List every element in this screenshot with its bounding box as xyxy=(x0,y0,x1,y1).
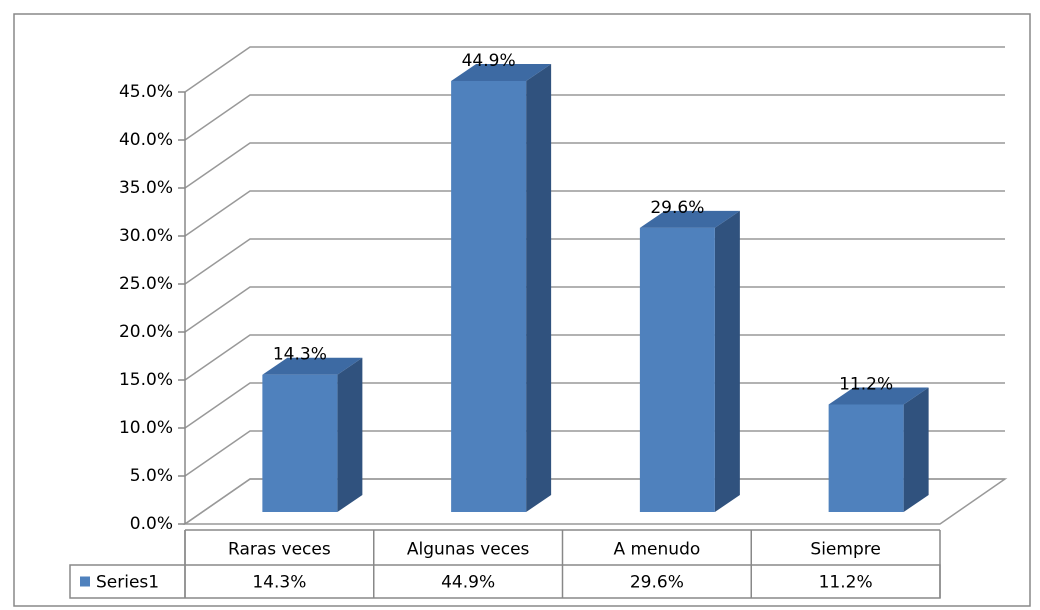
data-label: 29.6% xyxy=(650,198,704,218)
y-tick-label: 40.0% xyxy=(119,130,173,150)
grid-line xyxy=(184,190,1005,237)
bar-top xyxy=(451,63,552,81)
table-value: 14.3% xyxy=(252,573,306,593)
grid-line xyxy=(184,334,1005,381)
bar xyxy=(451,80,527,513)
table-value: 11.2% xyxy=(819,573,873,593)
grid-line xyxy=(184,478,1005,525)
bar-side xyxy=(714,210,740,512)
legend-label: Series1 xyxy=(96,573,159,593)
bar-top xyxy=(828,387,929,405)
x-tick-label: Raras veces xyxy=(228,540,331,560)
x-tick-label: A menudo xyxy=(613,540,700,560)
y-tick-label: 0.0% xyxy=(130,514,173,534)
x-tick-label: Siempre xyxy=(810,540,880,560)
grid-line xyxy=(184,286,1005,333)
bar xyxy=(828,404,904,512)
data-label: 14.3% xyxy=(273,345,327,365)
y-tick-label: 15.0% xyxy=(119,370,173,390)
grid-line xyxy=(184,94,1005,141)
bar xyxy=(639,227,715,512)
y-tick-label: 30.0% xyxy=(119,226,173,246)
grid-line xyxy=(184,238,1005,285)
y-tick-label: 20.0% xyxy=(119,322,173,342)
grid-line xyxy=(184,142,1005,189)
legend-marker xyxy=(80,576,90,587)
y-tick-label: 45.0% xyxy=(119,82,173,102)
bar-top xyxy=(639,210,740,228)
data-label: 44.9% xyxy=(462,51,516,71)
bar-side xyxy=(526,63,552,513)
bar-side xyxy=(903,387,929,512)
table-value: 29.6% xyxy=(630,573,684,593)
data-label: 11.2% xyxy=(839,374,893,394)
bar xyxy=(262,374,338,512)
y-tick-label: 35.0% xyxy=(119,178,173,198)
y-tick-label: 5.0% xyxy=(130,466,173,486)
grid-line xyxy=(184,46,1005,93)
y-tick-label: 10.0% xyxy=(119,418,173,438)
table-value: 44.9% xyxy=(441,573,495,593)
bar-side xyxy=(337,357,363,512)
bar-top xyxy=(262,357,363,375)
y-tick-label: 25.0% xyxy=(119,274,173,294)
grid-line xyxy=(184,382,1005,429)
grid-line xyxy=(184,430,1005,477)
x-tick-label: Algunas veces xyxy=(407,540,530,560)
